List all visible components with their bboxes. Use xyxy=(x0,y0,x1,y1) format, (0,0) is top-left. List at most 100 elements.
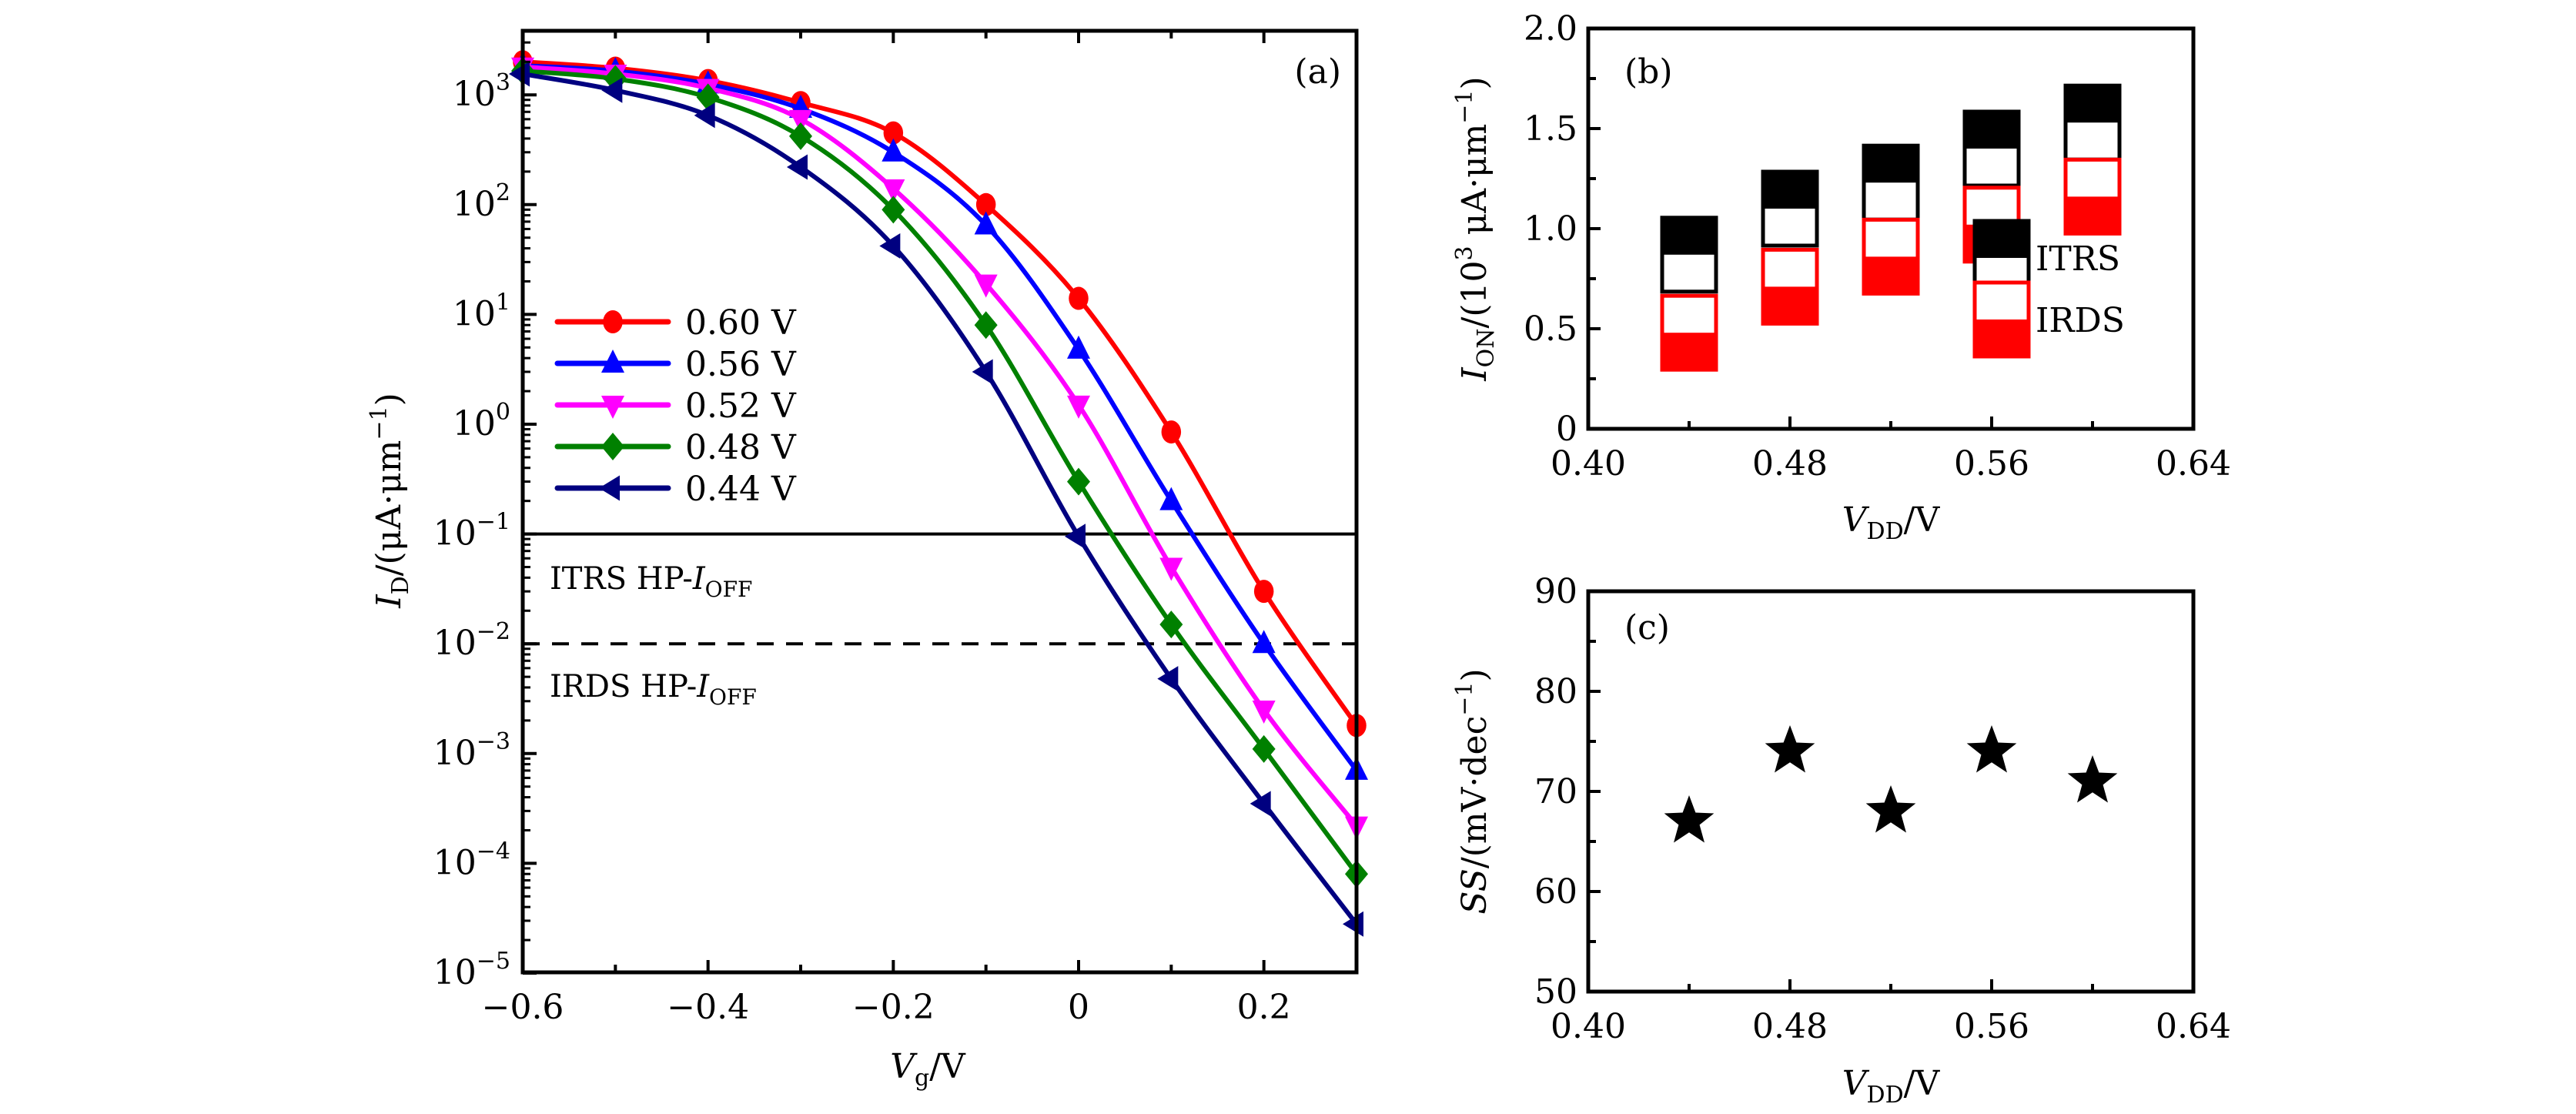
series-044 xyxy=(509,61,1363,937)
x-tick-label: 0.40 xyxy=(1551,1007,1626,1046)
legend-label: 0.56 V xyxy=(685,345,797,384)
x-axis-label: VDD/V xyxy=(1842,1064,1941,1109)
series-line xyxy=(522,69,1359,876)
data-point xyxy=(1252,701,1276,724)
x-tick-label: 0.64 xyxy=(2156,444,2231,483)
series-line xyxy=(522,72,1359,926)
legend-marker xyxy=(601,396,624,419)
y-tick-label: 10−2 xyxy=(433,618,510,663)
x-tick-label: −0.4 xyxy=(667,988,749,1027)
marker-fill xyxy=(1864,256,1918,294)
data-point xyxy=(1252,630,1276,654)
legend-item: 0.56 V xyxy=(554,345,797,384)
y-tick-label: 102 xyxy=(453,179,510,224)
legend-label: IRDS xyxy=(2036,301,2125,340)
data-point-itrs xyxy=(1862,143,1920,222)
data-point xyxy=(694,102,715,129)
data-point xyxy=(974,274,998,298)
data-point xyxy=(1252,734,1276,763)
data-point xyxy=(1159,611,1183,639)
y-tick-label: 101 xyxy=(453,289,510,333)
data-point xyxy=(1065,524,1086,550)
marker-fill xyxy=(1662,217,1716,255)
series-line xyxy=(522,59,1359,728)
y-tick-label: 60 xyxy=(1534,872,1577,912)
itrs-ioff-label: ITRS HP-IOFF xyxy=(550,561,752,602)
data-point xyxy=(1069,286,1089,310)
data-point xyxy=(789,109,812,133)
y-tick-label: 0.5 xyxy=(1524,309,1577,349)
legend-marker xyxy=(603,310,623,333)
data-point xyxy=(601,77,623,103)
y-tick-label: 50 xyxy=(1534,972,1577,1012)
legend-marker xyxy=(599,475,620,501)
data-point xyxy=(1159,557,1183,581)
data-point-irds xyxy=(1761,247,1819,326)
legend-label: 0.52 V xyxy=(685,386,797,426)
data-point-itrs xyxy=(2063,83,2122,162)
data-point xyxy=(975,192,996,216)
data-point xyxy=(1067,467,1090,496)
x-tick-label: −0.2 xyxy=(852,988,935,1027)
data-point xyxy=(972,359,993,385)
data-point xyxy=(1067,395,1090,419)
y-tick-label: 10−5 xyxy=(433,948,510,992)
data-point xyxy=(882,138,905,162)
axis-ticks: −0.6 −0.4 −0.2 0 0.2 103 102 101 100 10−1 10−2 10−3… xyxy=(433,31,1358,1027)
y-tick-label: 70 xyxy=(1534,772,1577,811)
data-point xyxy=(789,122,812,150)
data-point xyxy=(882,179,905,202)
legend: 0.60 V0.56 V0.52 V0.48 V0.44 V xyxy=(554,303,797,509)
y-tick-label: 0 xyxy=(1556,410,1577,449)
marker-fill xyxy=(1965,112,2019,149)
x-tick-label: 0.56 xyxy=(1954,444,2029,483)
data-point-irds xyxy=(2063,157,2122,236)
marker-fill xyxy=(1864,146,1918,183)
data-point-star xyxy=(1966,725,2017,773)
y-tick-label: 10−3 xyxy=(433,728,510,773)
data-point-star xyxy=(1765,725,1815,773)
y-tick-label: 2.0 xyxy=(1524,9,1577,49)
legend-marker xyxy=(1972,280,2031,359)
y-tick-label: 90 xyxy=(1534,572,1577,611)
panel-a-transfer-curves: −0.6 −0.4 −0.2 0 0.2 103 102 101 100 10−1 10−2 10−3… xyxy=(366,28,1368,1092)
data-point xyxy=(1161,420,1182,444)
axis-ticks: 0.40 0.48 0.56 0.64 0 0.5 1.0 1.5 2.0 xyxy=(1524,9,2231,483)
data-point-itrs xyxy=(1761,169,1819,248)
data-point-itrs xyxy=(1962,109,2021,188)
panel-tag-c: (c) xyxy=(1624,608,1670,647)
axis-ticks: 0.40 0.48 0.56 0.64 50 60 70 80 90 xyxy=(1534,572,2231,1046)
y-tick-label: 10−1 xyxy=(433,509,510,554)
x-tick-label: −0.6 xyxy=(482,988,564,1027)
data-point xyxy=(974,211,998,235)
data-point xyxy=(883,121,904,145)
legend-item: 0.48 V xyxy=(554,428,797,467)
marker-fill xyxy=(1763,286,1817,324)
y-axis-label: SS/(mV·dec−1) xyxy=(1451,668,1494,914)
marker-fill xyxy=(1763,172,1817,209)
legend-marker xyxy=(601,350,624,373)
y-axis-label: ID/(μA·μm−1) xyxy=(366,393,414,609)
data-point-itrs xyxy=(1660,216,1718,294)
marker-fill xyxy=(2066,196,2119,234)
panel-tag-b: (b) xyxy=(1624,52,1673,92)
y-tick-label: 1.0 xyxy=(1524,209,1577,249)
y-axis-label: ION/(103 μA·μm−1) xyxy=(1451,76,1500,381)
panel-tag-a: (a) xyxy=(1294,52,1341,92)
marker-fill xyxy=(2066,85,2119,123)
panel-c-ss: 0.40 0.48 0.56 0.64 50 60 70 80 90 (c) VDD/V SS/… xyxy=(1451,572,2231,1109)
series-060 xyxy=(513,50,1367,738)
data-point-irds xyxy=(1862,217,1920,296)
data-point xyxy=(1250,791,1271,817)
y-tick-label: 80 xyxy=(1534,672,1577,711)
data-point xyxy=(1159,487,1183,510)
data-point xyxy=(882,196,905,224)
data-point-irds xyxy=(1660,293,1718,372)
legend-label: 0.44 V xyxy=(685,470,797,509)
data-point xyxy=(787,154,808,180)
legend-label: 0.60 V xyxy=(685,303,797,343)
marker-fill xyxy=(1975,221,2029,258)
x-axis-label: VDD/V xyxy=(1842,500,1941,545)
data-point xyxy=(1343,911,1363,937)
